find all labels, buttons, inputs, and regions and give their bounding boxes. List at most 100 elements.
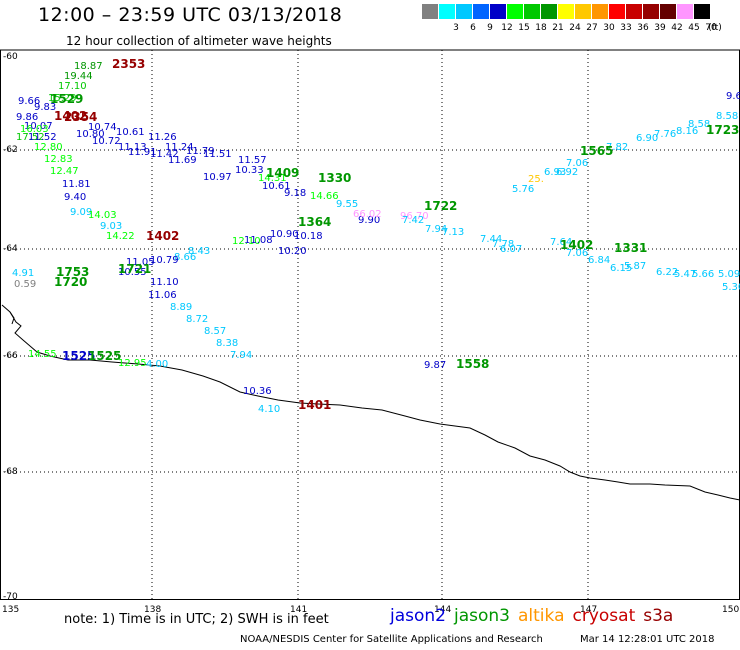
pass-time-label: 1753 [56, 265, 90, 279]
swh-sample: 10.20 [278, 246, 307, 257]
swh-sample: 4.91 [12, 268, 35, 279]
swh-sample: 7.82 [606, 142, 629, 153]
swh-sample: 11.05 [126, 257, 155, 268]
swh-sample: 6.90 [636, 133, 659, 144]
swh-sample: 11.13 [118, 142, 147, 153]
scale-unit: (ft) [708, 23, 722, 33]
lat-label: -62 [3, 145, 18, 155]
scale-swatch [609, 4, 625, 19]
swh-sample: 10.79 [150, 255, 179, 266]
swh-sample: 6.84 [588, 255, 611, 266]
lon-label: 135 [2, 605, 20, 615]
swh-sample: 10.72 [92, 136, 121, 147]
scale-label: 45 [688, 23, 700, 33]
pass-time-label: 1558 [456, 357, 490, 371]
lon-label: 141 [290, 605, 308, 615]
swh-sample: 9.18 [284, 188, 307, 199]
scale-swatch [456, 4, 472, 19]
swh-sample: 12.95 [118, 358, 147, 369]
scale-label: 9 [487, 23, 493, 33]
swh-sample: 5.76 [512, 184, 535, 195]
swh-sample: 5.87 [624, 261, 647, 272]
swh-sample: 6.92 [556, 167, 579, 178]
swh-sample: 11.52 [28, 132, 57, 143]
lat-label: -64 [3, 244, 18, 254]
swh-sample: 8.43 [188, 246, 211, 257]
lat-label: -70 [3, 592, 18, 602]
lat-label: -68 [3, 467, 18, 477]
scale-swatch [473, 4, 489, 19]
scale-swatch [626, 4, 642, 19]
swh-sample: 4.10 [258, 404, 281, 415]
swh-sample: 11.69 [168, 155, 197, 166]
pass-time-label: 1723 [706, 123, 740, 137]
swh-sample: 10.33 [235, 165, 264, 176]
swh-sample: 6.93 [544, 167, 567, 178]
lat-label: -60 [3, 52, 18, 62]
swh-sample: 7.13 [442, 227, 465, 238]
swh-sample: 5.30 [722, 282, 740, 293]
scale-swatch [592, 4, 608, 19]
swh-sample: 14.55 [28, 349, 57, 360]
scale-label: 18 [535, 23, 547, 33]
swh-sample: 4.00 [146, 359, 169, 370]
swh-sample: 10.90 [270, 229, 299, 240]
swh-sample: 14.66 [310, 191, 339, 202]
legend-entry: jason2 [390, 606, 446, 626]
scale-label: 3 [453, 23, 459, 33]
swh-sample: 12.10 [232, 236, 261, 247]
swh-sample: 7.76 [654, 129, 677, 140]
swh-sample: 9.66 [18, 96, 41, 107]
swh-sample: 25. [528, 174, 544, 185]
swh-sample: 10.97 [203, 172, 232, 183]
page-title: 12:00 – 23:59 UTC 03/13/2018 [38, 4, 343, 26]
swh-sample: 9.86 [16, 112, 39, 123]
scale-swatch [660, 4, 676, 19]
pass-time-label: 2353 [112, 57, 146, 71]
scale-label: 15 [518, 23, 530, 33]
lat-label: -66 [3, 351, 18, 361]
legend-entry: altika [518, 606, 565, 626]
swh-sample: 19.44 [64, 71, 93, 82]
swh-sample: 11.79 [186, 146, 215, 157]
pass-time-label: 1721 [118, 262, 152, 276]
swh-sample: 9.87 [424, 360, 447, 371]
swh-sample: 10.07 [24, 121, 53, 132]
scale-label: 24 [569, 23, 581, 33]
scale-label: 12 [501, 23, 513, 33]
pass-time-label: 1525 [62, 349, 96, 363]
swh-sample: 9.40 [64, 192, 87, 203]
swh-sample: 8.58 [716, 111, 739, 122]
lon-label: 150 [722, 605, 740, 615]
scale-swatch [507, 4, 523, 19]
swh-sample: 10.55 [118, 267, 147, 278]
pass-time-label: 1525 [88, 349, 122, 363]
swh-sample: 5.09 [718, 269, 740, 280]
swh-sample: 6.22 [656, 267, 679, 278]
scale-label: 21 [552, 23, 564, 33]
credit-text: NOAA/NESDIS Center for Satellite Applica… [240, 634, 543, 645]
swh-sample: 9.66 [726, 91, 740, 102]
scale-swatch [558, 4, 574, 19]
swh-sample: 11.51 [203, 149, 232, 160]
scale-label: 42 [671, 23, 683, 33]
swh-sample: 8.66 [174, 252, 197, 263]
pass-time-label: 1722 [424, 199, 458, 213]
swh-sample: 8.38 [216, 338, 239, 349]
swh-sample: 9.55 [336, 199, 359, 210]
scale-label: 36 [637, 23, 649, 33]
swh-sample: 17.52 [16, 132, 45, 143]
swh-sample: 10.36 [243, 386, 272, 397]
scale-swatch [643, 4, 659, 19]
scale-swatch [422, 4, 438, 19]
swh-sample: 10.80 [76, 129, 105, 140]
swh-sample: 96.70 [400, 211, 429, 222]
graticule [0, 50, 740, 600]
scale-label: 30 [603, 23, 615, 33]
swh-sample: 11.08 [244, 235, 273, 246]
swh-sample: 7.64 [550, 237, 573, 248]
swh-sample: 6.15 [610, 263, 633, 274]
pass-time-label: 1401 [298, 398, 332, 412]
swh-sample: 10.61 [116, 127, 145, 138]
